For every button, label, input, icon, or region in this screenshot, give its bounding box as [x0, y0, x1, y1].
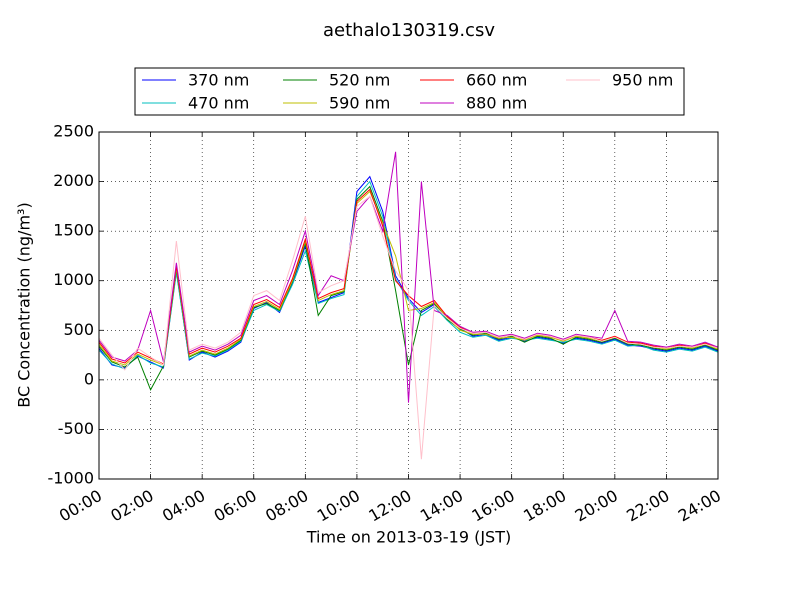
y-tick-label: -500 — [58, 419, 94, 438]
y-tick-label: 0 — [84, 369, 94, 388]
y-axis-label: BC Concentration (ng/m³) — [15, 202, 34, 407]
series-line — [99, 185, 718, 391]
legend-label: 470 nm — [188, 94, 249, 113]
series-line — [99, 151, 718, 403]
y-tick-label: 500 — [63, 320, 94, 339]
y-tick-label: -1000 — [48, 469, 95, 488]
y-tick-label: 2000 — [53, 171, 94, 190]
y-tick-label: 2500 — [53, 122, 94, 141]
x-axis-label: Time on 2013-03-19 (JST) — [306, 528, 511, 547]
chart-title: aethalo130319.csv — [323, 20, 495, 41]
legend-label: 880 nm — [466, 94, 527, 113]
legend-label: 520 nm — [329, 71, 390, 90]
series-line — [99, 175, 718, 369]
plot-area — [98, 131, 719, 480]
series-group — [99, 151, 718, 460]
legend-label: 950 nm — [612, 71, 673, 90]
legend: 370 nm 470 nm 520 nm 590 nm 660 nm 880 nm 950 … — [134, 67, 685, 116]
legend-label: 370 nm — [188, 71, 249, 90]
y-tick-label: 1000 — [53, 270, 94, 289]
plot-frame — [98, 131, 719, 480]
legend-label: 660 nm — [466, 71, 527, 90]
legend-label: 590 nm — [329, 94, 390, 113]
series-line — [99, 195, 718, 460]
y-tick-label: 1500 — [53, 221, 94, 240]
legend-frame — [134, 67, 685, 116]
series-line — [99, 180, 718, 370]
